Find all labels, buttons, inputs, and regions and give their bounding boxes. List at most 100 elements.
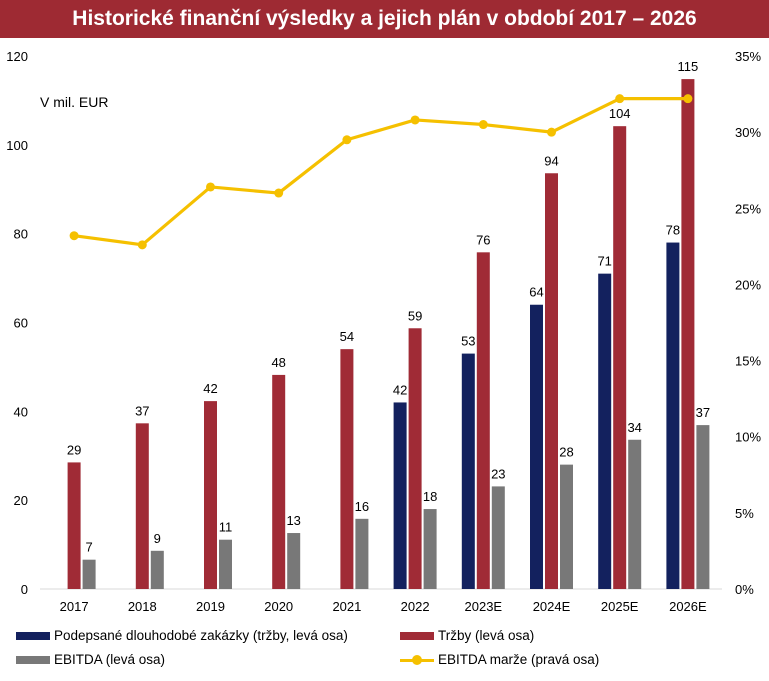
chart-title: Historické finanční výsledky a jejich pl… [0,0,769,38]
bar-revenue [408,328,422,589]
legend-swatch-revenue [400,631,434,640]
bar-contracts [393,402,407,589]
chart-area: 0 20 40 60 80 100 120 0% 5% 10% 15% 20% 25% 30% 35% V m… [6,49,761,614]
bar-revenue [272,374,286,589]
left-tick-label: 100 [6,138,28,153]
right-tick-label: 15% [735,354,761,369]
margin-point [274,188,284,198]
left-tick-label: 80 [14,227,28,242]
right-tick-label: 5% [735,506,754,521]
bar-ebitda [628,439,642,589]
bar-contracts [666,242,680,590]
bar-ebitda [219,539,232,589]
left-tick-label: 40 [14,404,28,419]
left-tick-label: 120 [6,49,28,64]
x-tick-label: 2018 [128,599,157,614]
bar-ebitda [355,518,369,589]
margin-point [615,94,625,104]
data-label-ebitda: 18 [423,489,437,504]
bar-revenue [545,173,558,589]
right-tick-label: 10% [735,430,761,445]
bar-contracts [461,353,475,589]
data-label-revenue: 115 [678,59,699,74]
right-tick-label: 35% [735,49,761,64]
bar-revenue [340,349,354,589]
data-label-revenue: 54 [340,329,354,344]
x-tick-label: 2022 [401,599,430,614]
data-label-contracts: 78 [666,223,680,238]
legend-swatch-contracts [16,631,50,640]
x-tick-label: 2025E [601,599,639,614]
legend-item-contracts: Podepsané dlouhodobé zakázky (tržby, lev… [16,628,348,643]
x-tick-label: 2020 [264,599,293,614]
data-label-revenue: 37 [135,403,149,418]
data-label-ebitda: 28 [559,445,573,460]
bar-revenue [681,79,695,589]
data-label-revenue: 94 [544,153,558,168]
legend-swatch-margin [400,654,434,666]
x-tick-label: 2023E [465,599,503,614]
bar-revenue [204,401,217,589]
right-tick-label: 0% [735,582,754,597]
margin-point [206,182,215,192]
bar-contracts [530,304,543,589]
legend-item-revenue: Tržby (levá osa) [400,628,534,643]
x-tick-label: 2017 [60,599,89,614]
legend-label-contracts: Podepsané dlouhodobé zakázky (tržby, lev… [54,628,348,643]
data-label-contracts: 71 [597,254,611,269]
margin-point [547,127,556,137]
x-tick-label: 2019 [196,599,225,614]
data-label-revenue: 59 [408,308,422,323]
data-label-ebitda: 9 [154,531,161,546]
bar-ebitda [82,559,96,589]
data-label-revenue: 29 [67,442,81,457]
data-label-contracts: 53 [461,334,475,349]
margin-point [683,94,693,104]
legend-label-revenue: Tržby (levá osa) [438,628,535,643]
data-label-ebitda: 13 [286,513,300,528]
bar-revenue [135,423,149,589]
legend-item-margin: EBITDA marže (pravá osa) [400,652,599,667]
margin-point [478,120,488,130]
data-label-revenue: 76 [476,232,490,247]
bar-revenue [67,462,81,589]
bar-contracts [598,273,612,589]
data-label-ebitda: 7 [85,540,92,555]
bar-revenue [613,126,627,589]
data-label-ebitda: 16 [355,499,369,514]
x-tick-label: 2024E [533,599,571,614]
data-label-ebitda: 34 [627,420,641,435]
x-tick-label: 2021 [332,599,361,614]
data-label-ebitda: 37 [696,405,710,420]
margin-line [73,97,688,247]
bar-ebitda [560,464,573,589]
margin-point [342,135,352,145]
data-label-revenue: 42 [203,381,217,396]
right-tick-label: 25% [735,201,761,216]
margin-point [69,231,79,241]
legend: Podepsané dlouhodobé zakázky (tržby, lev… [0,622,769,681]
bar-ebitda [423,509,437,589]
data-label-revenue: 48 [271,355,285,370]
legend-swatch-ebitda [16,655,50,664]
right-tick-label: 20% [735,277,761,292]
data-label-ebitda: 11 [219,520,233,535]
left-tick-label: 0 [21,582,28,597]
left-tick-label: 60 [14,316,28,331]
data-label-contracts: 42 [393,382,407,397]
margin-point [137,240,147,250]
unit-annotation: V mil. EUR [40,94,108,110]
legend-label-ebitda: EBITDA (levá osa) [54,652,166,667]
legend-item-ebitda: EBITDA (levá osa) [16,652,165,667]
data-label-revenue: 104 [609,106,631,121]
bar-ebitda [150,550,164,589]
right-tick-label: 30% [735,125,761,140]
left-tick-label: 20 [14,493,28,508]
bar-revenue [476,252,490,590]
legend-label-margin: EBITDA marže (pravá osa) [438,652,600,667]
margin-point [410,115,420,125]
bar-ebitda [491,486,505,589]
bar-ebitda [696,425,710,589]
x-tick-label: 2026E [669,599,707,614]
data-label-contracts: 64 [529,285,543,300]
